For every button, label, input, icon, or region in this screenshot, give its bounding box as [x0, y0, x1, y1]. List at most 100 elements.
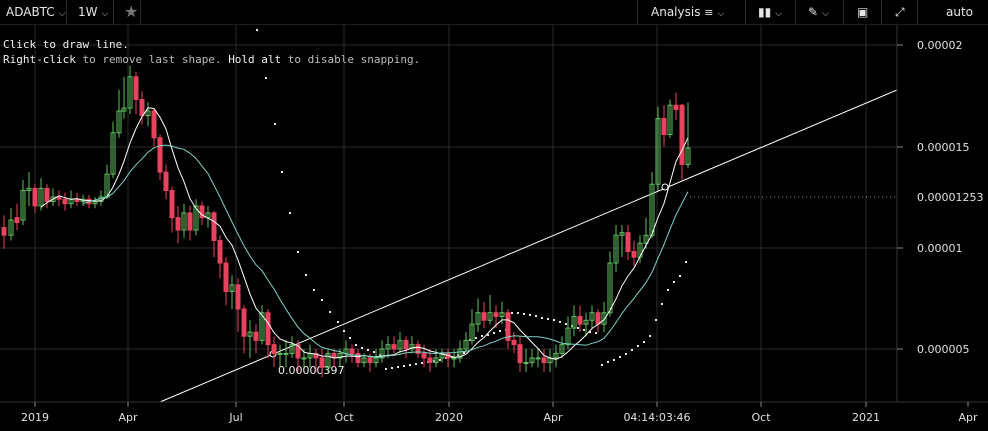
candle-body — [133, 76, 139, 100]
candle-body — [421, 352, 427, 359]
candle-body — [277, 352, 283, 355]
candle-body — [283, 352, 289, 355]
time-tick-label: 2020 — [435, 411, 463, 424]
candle-body — [685, 147, 691, 165]
candle-body — [451, 357, 457, 360]
candle-body — [457, 348, 463, 359]
candle-body — [199, 205, 205, 219]
sar-dot — [438, 358, 442, 362]
scale-mode-button[interactable]: auto — [940, 0, 979, 24]
candle-body — [163, 171, 169, 192]
chart-icon: ▣ — [857, 5, 869, 19]
sar-dot — [462, 351, 466, 355]
candle-body — [595, 312, 601, 325]
scale-mode-label: auto — [946, 5, 974, 19]
candle-body — [110, 132, 116, 175]
candle-body — [535, 357, 541, 360]
candle-body — [577, 315, 583, 325]
drawing-hint: Click to draw line. Right-click to remov… — [3, 37, 420, 67]
candle-body — [8, 219, 14, 236]
chart-settings-button[interactable]: ▣ — [851, 0, 874, 24]
time-tick-label: Apr — [958, 411, 978, 424]
candle-body — [193, 205, 199, 231]
candle-body — [301, 357, 307, 360]
sar-dot — [672, 280, 676, 284]
candle-body — [181, 212, 187, 231]
interval-selector[interactable]: 1W ⌵ — [72, 0, 114, 24]
candle-body — [499, 312, 505, 317]
candle-body — [439, 352, 445, 359]
sar-dot — [288, 211, 292, 215]
sar-dot — [546, 317, 550, 321]
sar-dot — [528, 313, 532, 317]
sar-dot — [648, 334, 652, 338]
sar-dot — [678, 274, 682, 278]
candle-body — [26, 187, 32, 192]
sar-dot — [348, 336, 352, 340]
sar-dot — [474, 336, 478, 340]
candle-body — [463, 339, 469, 350]
candle-body — [241, 308, 247, 337]
candle-body — [32, 187, 38, 207]
sar-dot — [684, 260, 688, 264]
sar-dot — [372, 350, 376, 354]
hint-right-click: Right-click — [3, 53, 76, 66]
sar-dot — [273, 122, 277, 126]
drawing-tools-menu[interactable]: ✎ ⌵ — [802, 0, 835, 24]
candle-type-menu[interactable]: ▮▮ ⌵ — [752, 0, 788, 24]
sar-dot — [594, 331, 598, 335]
candle-body — [469, 323, 475, 341]
time-tick-label: Apr — [543, 411, 563, 424]
sar-dot — [564, 322, 568, 326]
candle-body — [487, 312, 493, 321]
ma-fast-line — [40, 107, 689, 360]
candle-body — [1, 227, 7, 236]
time-tick-label: 2021 — [852, 411, 880, 424]
candle-body — [481, 312, 487, 321]
candle-body — [571, 315, 577, 329]
candle-body — [139, 98, 145, 117]
candle-body — [361, 357, 367, 364]
candle-body — [643, 234, 649, 244]
sar-dot — [304, 273, 308, 277]
candle-body — [625, 232, 631, 252]
candle-body — [20, 190, 26, 221]
symbol-selector[interactable]: ADABTC ⌵ — [0, 0, 72, 24]
candle-body — [38, 187, 44, 207]
sar-dot — [336, 320, 340, 324]
candle-body — [127, 76, 133, 109]
sar-dot — [612, 358, 616, 362]
symbol-label: ADABTC — [6, 5, 55, 19]
candle-body — [349, 348, 355, 354]
fullscreen-button[interactable]: ⤢ — [889, 0, 911, 24]
sar-dot — [360, 346, 364, 350]
candle-body — [56, 196, 62, 200]
candle-body — [583, 319, 589, 325]
sar-dot — [390, 366, 394, 370]
favorite-star-icon[interactable]: ★ — [124, 2, 139, 21]
sar-dot — [255, 28, 259, 32]
trendline-anchor-end — [661, 183, 669, 191]
candle-body — [44, 187, 50, 202]
sar-dot — [666, 288, 670, 292]
price-tick-label: 0.00002 — [917, 39, 963, 52]
sar-dot — [312, 288, 316, 292]
sar-dot — [320, 298, 324, 302]
sar-dot — [264, 76, 268, 80]
analysis-label: Analysis — [651, 5, 701, 19]
candle-body — [74, 198, 80, 202]
candle-body — [151, 110, 157, 139]
time-tick-label: 04:14:03:46 — [623, 411, 690, 424]
interval-label: 1W — [78, 5, 98, 19]
candle-body — [565, 327, 571, 346]
candles-icon: ▮▮ — [758, 5, 772, 19]
analysis-menu[interactable]: Analysis ≡ ⌵ — [645, 0, 730, 24]
candle-body — [553, 352, 559, 359]
candle-body — [355, 352, 361, 364]
sar-dot — [606, 360, 610, 364]
candle-body — [391, 344, 397, 350]
chevron-down-icon: ⌵ — [58, 9, 66, 19]
chevron-down-icon: ⌵ — [717, 9, 725, 19]
sar-dot — [408, 363, 412, 367]
